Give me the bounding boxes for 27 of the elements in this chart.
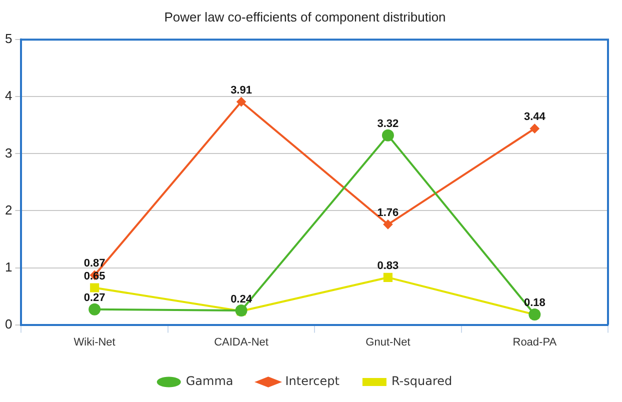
point — [88, 303, 101, 316]
y-tick-label: 4 — [4, 88, 12, 104]
x-tick-label: Road-PA — [512, 336, 558, 348]
data-label: 1.76 — [377, 206, 399, 219]
data-label: 0.27 — [84, 292, 106, 304]
chart-title: Power law co-efficients of component distribution — [164, 9, 446, 24]
x-tick-label: Gnut-Net — [366, 336, 410, 348]
data-label: 3.32 — [377, 118, 399, 130]
x-tick-label: CAIDA-Net — [214, 336, 268, 348]
y-tick-label: 2 — [4, 202, 12, 218]
point — [236, 97, 246, 106]
legend-label: Gamma — [186, 374, 234, 388]
data-label: 3.91 — [230, 84, 252, 96]
y-tick-label: 0 — [4, 316, 12, 332]
y-tick-label: 3 — [4, 145, 12, 160]
point — [90, 283, 100, 292]
legend-label: Intercept — [285, 374, 340, 388]
y-tick-label: 5 — [4, 31, 12, 46]
x-tick-label: Wiki-Net — [74, 336, 116, 348]
data-label: 3.44 — [524, 111, 546, 124]
point — [382, 129, 394, 142]
point — [383, 272, 392, 282]
y-tick-label: 1 — [4, 259, 12, 274]
data-label: 0.83 — [377, 260, 399, 272]
point — [383, 220, 392, 229]
legend-label: R-squared — [391, 374, 452, 388]
point — [530, 124, 540, 134]
